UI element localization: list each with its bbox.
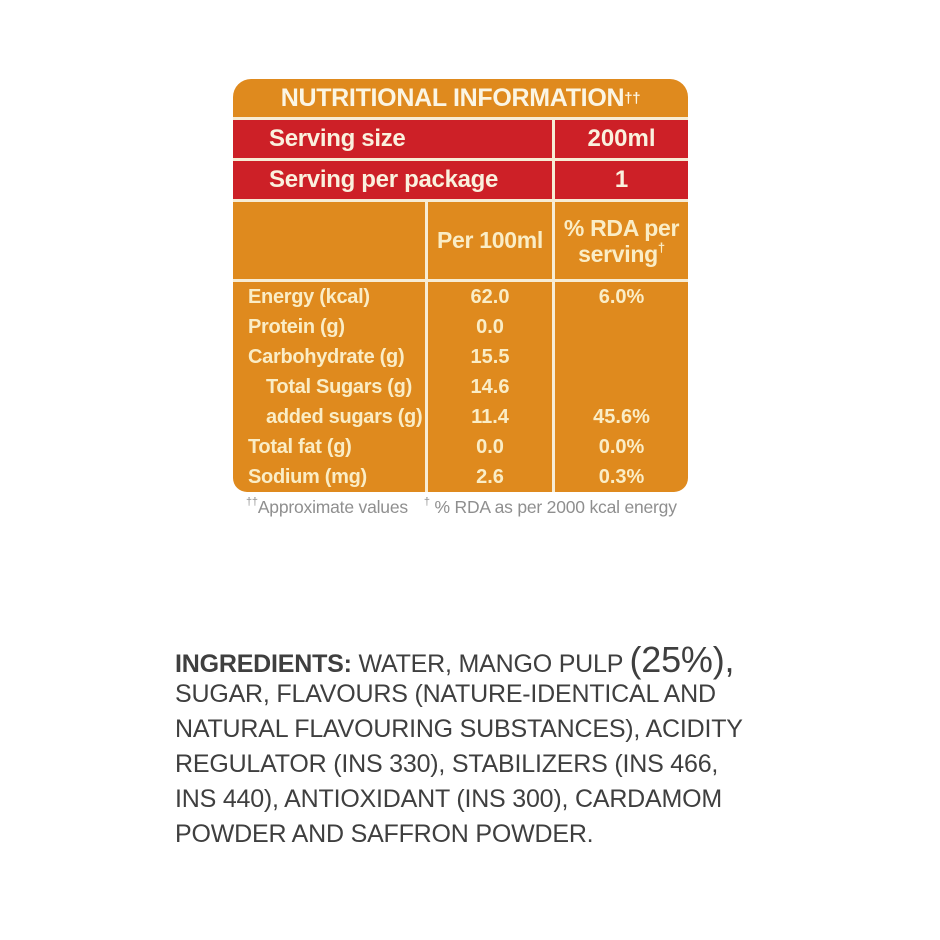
footnote-approximate: ††Approximate values [245, 496, 408, 518]
ingredients-line: SUGAR, FLAVOURS (NATURE-IDENTICAL AND [175, 680, 716, 708]
nutrient-label: Total Sugars (g) [266, 375, 412, 398]
mango-pulp-percentage: (25%), [629, 639, 735, 680]
rda-value [552, 372, 688, 402]
serving-size-value: 200ml [552, 120, 688, 158]
ingredients-line: INS 440), ANTIOXIDANT (INS 300), CARDAMO… [175, 785, 723, 813]
ingredients-line: POWDER AND SAFFRON POWDER. [175, 820, 594, 848]
ingredients-line: NATURAL FLAVOURING SUBSTANCES), ACIDITY [175, 715, 743, 743]
rda-value: 0.3% [552, 462, 688, 492]
per-100ml-header: Per 100ml [425, 202, 552, 279]
per100-value: 62.0 [425, 282, 552, 312]
table-footnote: ††Approximate values † % RDA as per 2000… [246, 497, 677, 518]
serving-per-package-value: 1 [552, 161, 688, 199]
rda-value [552, 312, 688, 342]
serving-per-package-label: Serving per package [269, 166, 499, 193]
table-row: Carbohydrate (g) 15.5 [233, 342, 688, 372]
per100-value: 14.6 [425, 372, 552, 402]
nutrient-label: Sodium (mg) [248, 465, 367, 488]
per100-value: 11.4 [425, 402, 552, 432]
ingredients-paragraph: INGREDIENTS: WATER, MANGO PULP (25%), SU… [175, 642, 785, 852]
ingredients-heading: INGREDIENTS: [175, 650, 352, 678]
empty-header-cell [233, 202, 425, 279]
nutrient-label: added sugars (g) [266, 405, 423, 428]
table-title: NUTRITIONAL INFORMATION †† [233, 79, 688, 120]
nutrient-label: Protein (g) [248, 315, 345, 338]
serving-size-row: Serving size 200ml [233, 120, 688, 161]
table-row: Protein (g) 0.0 [233, 312, 688, 342]
serving-size-label: Serving size [269, 125, 406, 152]
serving-per-package-row: Serving per package 1 [233, 161, 688, 202]
nutrient-label: Carbohydrate (g) [248, 345, 405, 368]
nutrient-label: Energy (kcal) [248, 285, 370, 308]
footnote-rda: † % RDA as per 2000 kcal energy [423, 496, 677, 518]
table-row: Total fat (g) 0.0 0.0% [233, 432, 688, 462]
ingredients-line: INGREDIENTS: WATER, MANGO PULP (25%), [175, 639, 735, 680]
table-row: Energy (kcal) 62.0 6.0% [233, 282, 688, 312]
rda-value: 6.0% [552, 282, 688, 312]
rda-header-text: % RDA per serving† [563, 214, 680, 267]
per100-value: 15.5 [425, 342, 552, 372]
nutrition-table: NUTRITIONAL INFORMATION †† Serving size 2… [233, 79, 688, 492]
title-daggers: †† [624, 89, 641, 107]
per100-value: 0.0 [425, 312, 552, 342]
table-row: added sugars (g) 11.4 45.6% [233, 402, 688, 432]
column-header-row: Per 100ml % RDA per serving† [233, 202, 688, 282]
table-title-text: NUTRITIONAL INFORMATION [280, 83, 625, 112]
nutrient-label: Total fat (g) [248, 435, 352, 458]
rda-header: % RDA per serving† [552, 202, 688, 279]
per100-value: 0.0 [425, 432, 552, 462]
ingredients-line: REGULATOR (INS 330), STABILIZERS (INS 46… [175, 750, 719, 778]
table-row: Total Sugars (g) 14.6 [233, 372, 688, 402]
rda-value [552, 342, 688, 372]
per100-value: 2.6 [425, 462, 552, 492]
rda-value: 45.6% [552, 402, 688, 432]
rda-value: 0.0% [552, 432, 688, 462]
nutrients-section: Per 100ml % RDA per serving† Energy (kcal… [233, 202, 688, 492]
table-row: Sodium (mg) 2.6 0.3% [233, 462, 688, 492]
